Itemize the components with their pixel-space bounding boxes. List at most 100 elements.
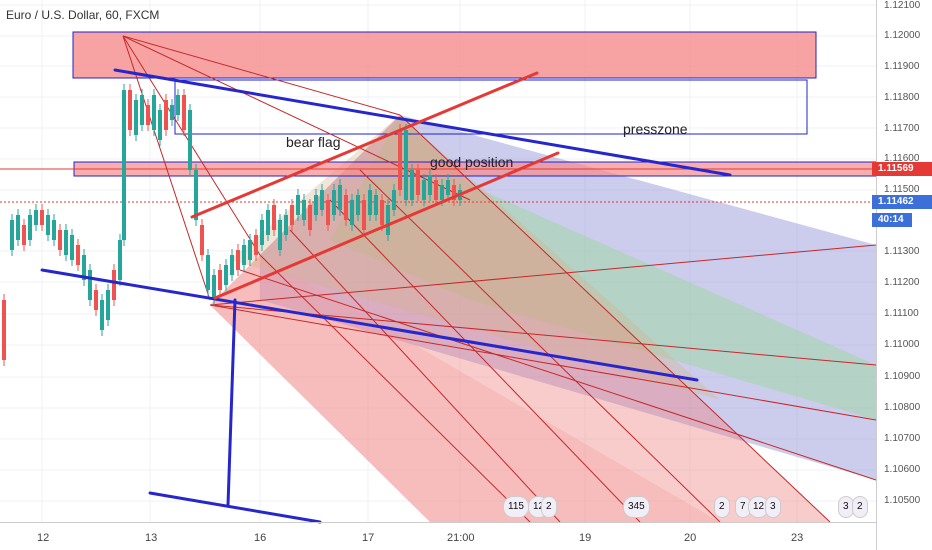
candle-body (64, 230, 68, 255)
price-label: 1.12100 (884, 0, 921, 11)
bar-countdown-tag: 40:14 (872, 213, 912, 227)
candle-body (446, 180, 450, 195)
candle-body (218, 270, 222, 290)
economic-event-marker[interactable]: 115 (503, 496, 529, 518)
candle-body (22, 225, 26, 245)
grid (0, 0, 876, 522)
candle-body (16, 215, 20, 240)
fib-fan-tan (230, 115, 720, 400)
candle-body (266, 210, 270, 235)
candle-body (248, 240, 252, 260)
time-label: 12 (37, 532, 50, 544)
candle-body (200, 225, 204, 255)
candle-body (122, 90, 126, 240)
candle-body (242, 245, 246, 265)
price-label: 1.11600 (884, 153, 920, 164)
candle-body (88, 270, 92, 300)
price-label: 1.10900 (884, 371, 921, 382)
candle-body (380, 200, 384, 225)
annotation-bear-flag[interactable]: bear flag (286, 134, 341, 150)
candle-body (182, 95, 186, 130)
economic-event-marker[interactable]: 2 (714, 496, 730, 518)
economic-event-marker[interactable]: 3 (765, 496, 781, 518)
level-price-tag: 1.11569 (872, 162, 932, 176)
candle-body (260, 220, 264, 245)
time-label: 19 (579, 532, 592, 544)
candle-body (10, 220, 14, 250)
candle-body (278, 220, 282, 250)
candle-body (140, 95, 144, 125)
symbol-title[interactable]: Euro / U.S. Dollar, 60, FXCM (6, 8, 160, 22)
candle-body (164, 100, 168, 130)
candle-body (338, 185, 342, 210)
candle-body (128, 90, 132, 130)
candle-body (254, 235, 258, 255)
candle-body (368, 190, 372, 215)
candle-body (344, 195, 348, 220)
candle-body (176, 95, 180, 115)
candle-body (212, 275, 216, 300)
time-label: 16 (254, 532, 267, 544)
candle-body (434, 180, 438, 200)
economic-event-marker[interactable]: 12 (748, 496, 770, 518)
time-axis-border (0, 522, 876, 523)
presszone-box (174, 79, 808, 135)
candle-body (374, 195, 378, 215)
candle-body (52, 220, 56, 240)
candle-body (46, 215, 50, 235)
economic-event-marker[interactable]: 2 (541, 496, 557, 518)
price-label: 1.11100 (884, 308, 919, 319)
pitchfork-red-lower (210, 255, 720, 522)
candle-body (272, 205, 276, 230)
price-label: 1.10500 (884, 495, 921, 506)
price-label: 1.11500 (884, 184, 920, 195)
price-label: 1.10600 (884, 464, 921, 475)
candle-body (112, 270, 116, 300)
candle-body (302, 200, 306, 220)
candle-body (356, 195, 360, 215)
current-price-tag: 1.11462 (872, 195, 932, 209)
candle-body (320, 190, 324, 210)
candle-body (2, 300, 6, 360)
supply-zone-box (72, 31, 817, 79)
candle-body (236, 250, 240, 270)
candle-body (152, 95, 156, 130)
candle-body (392, 190, 396, 210)
candle-body (158, 110, 162, 140)
price-label: 1.11800 (884, 92, 920, 103)
time-label: 20 (684, 532, 697, 544)
candle-body (194, 170, 198, 220)
candle-body (404, 130, 408, 200)
candle-body (452, 185, 456, 200)
candle-body (106, 290, 110, 320)
price-label: 1.11300 (884, 246, 920, 257)
candle-body (94, 290, 98, 310)
candle-body (410, 170, 414, 200)
candle-body (230, 255, 234, 275)
candle-body (440, 185, 444, 200)
annotation-presszone[interactable]: presszone (623, 121, 688, 137)
annotation-good-position[interactable]: good position (430, 154, 514, 170)
candle-body (146, 105, 150, 125)
candle-body (416, 170, 420, 195)
candle-body (284, 215, 288, 235)
candle-body (314, 195, 318, 215)
price-label: 1.12000 (884, 30, 921, 41)
trend-lines (40, 68, 732, 524)
time-label: 17 (362, 532, 375, 544)
candle-body (170, 105, 174, 120)
candle-body (326, 200, 330, 225)
economic-event-marker[interactable]: 2 (852, 496, 868, 518)
candle-body (308, 205, 312, 230)
candle-body (134, 100, 138, 135)
candle-body (296, 195, 300, 215)
candle-body (34, 210, 38, 225)
time-label: 13 (145, 532, 158, 544)
candle-body (82, 255, 86, 280)
economic-event-marker[interactable]: 345 (623, 496, 650, 518)
candle-body (28, 215, 32, 240)
candle-body (332, 190, 336, 215)
candle-body (224, 265, 228, 285)
candle-body (118, 240, 122, 280)
